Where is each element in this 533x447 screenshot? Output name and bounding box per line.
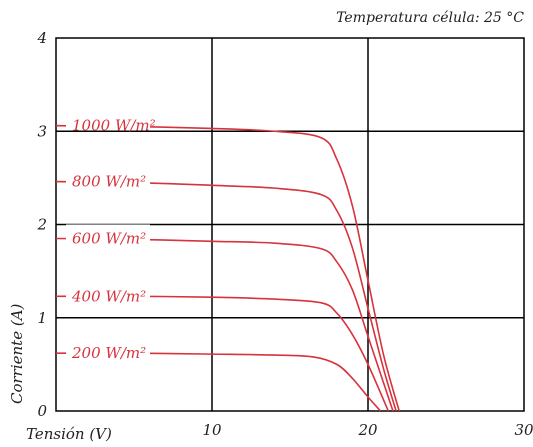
y-tick-label: 3	[37, 122, 47, 140]
y-tick-label: 4	[36, 29, 47, 47]
y-tick-label: 1	[37, 309, 47, 327]
curve-label: 600 W/m²	[72, 229, 146, 247]
curve-layer: 1000 W/m² 800 W/m² 600 W/m² 400 W/m² 200 W/m…	[55, 111, 400, 412]
y-axis-title: Corriente (A)	[8, 303, 26, 404]
curve-label-bg	[66, 282, 150, 301]
iv-curve	[55, 180, 397, 412]
temperature-annotation: Temperatura célula: 25 °C	[336, 10, 524, 26]
y-tick-label: 2	[36, 216, 47, 234]
curve-label: 800 W/m²	[72, 173, 146, 191]
curve-label: 1000 W/m²	[72, 117, 156, 135]
curve-label: 200 W/m²	[71, 344, 146, 362]
curve-label-bg	[66, 339, 150, 358]
curve-label-bg	[66, 224, 150, 243]
x-axis-title: Tensión (V)	[26, 425, 112, 443]
tick-layer: 10 20 30 0 1 2 3 4	[36, 29, 533, 439]
x-tick-label: 10	[202, 421, 222, 439]
curve-label: 400 W/m²	[71, 287, 146, 305]
x-tick-label: 30	[514, 421, 533, 439]
x-tick-label: 20	[357, 421, 378, 439]
y-tick-label: 0	[37, 402, 47, 420]
iv-curve	[55, 124, 400, 412]
curve-label-bg	[66, 111, 150, 130]
curve-label-bg	[66, 167, 150, 186]
iv-curve	[55, 237, 394, 412]
